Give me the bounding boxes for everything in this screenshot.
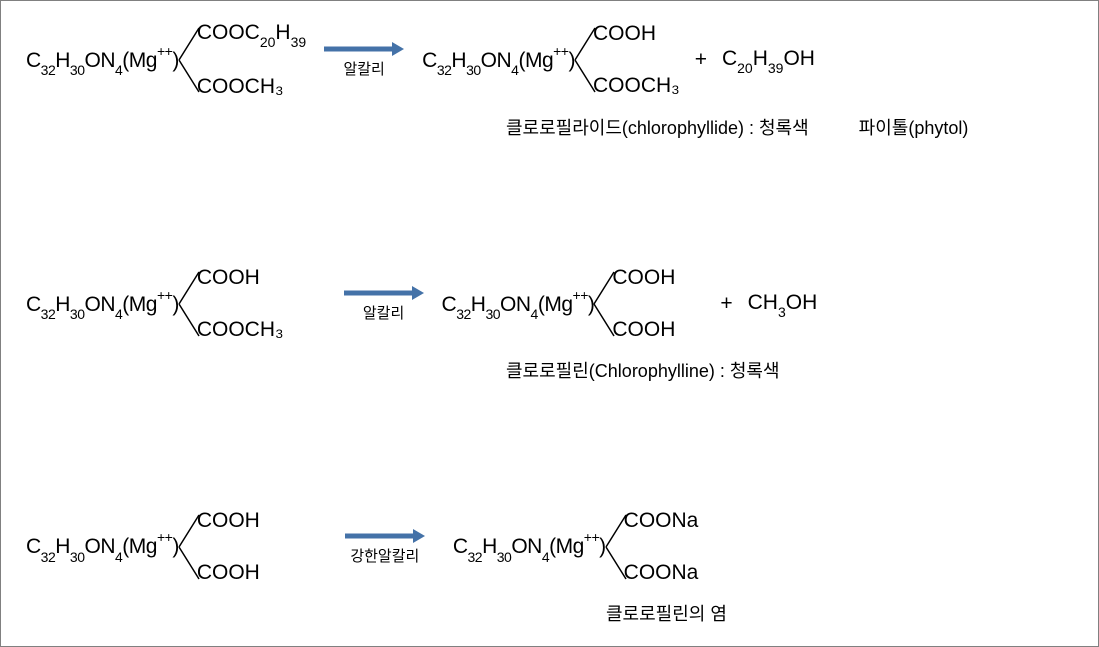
r1-product-branch2: COOCH₃ xyxy=(593,74,680,98)
reaction-2: C32H30ON4(Mg++) COOH COOCH₃ 알칼리 C32H30ON… xyxy=(26,266,1073,383)
r1-byproduct: C20H39OH xyxy=(722,47,815,73)
r1-product: C32H30ON4(Mg++) COOH COOCH₃ xyxy=(422,22,680,98)
arrow-icon xyxy=(324,42,404,56)
r3-product-branch2: COONa xyxy=(624,561,699,585)
r2-byproduct: CH3OH xyxy=(748,291,818,317)
r1-product-core: C32H30ON4(Mg++) xyxy=(422,46,575,75)
r1-product-bracket: COOH COOCH₃ xyxy=(573,22,680,98)
r2-product: C32H30ON4(Mg++) COOH COOH xyxy=(442,266,676,342)
r3-reactant-branch1: COOH xyxy=(197,509,260,533)
reaction-3-equation: C32H30ON4(Mg++) COOH COOH 강한알칼리 C32H30ON… xyxy=(26,509,1073,585)
r1-reactant-core: C32H30ON4(Mg++) xyxy=(26,46,179,75)
r1-reactant-branch2: COOCH₃ xyxy=(197,75,306,99)
r1-label-phytol: 파이톨(phytol) xyxy=(859,114,969,140)
r3-reactant: C32H30ON4(Mg++) COOH COOH xyxy=(26,509,260,585)
r3-labels: 클로로필린의 염 xyxy=(606,600,1073,626)
r2-reactant-core: C32H30ON4(Mg++) xyxy=(26,290,179,319)
r3-reactant-core: C32H30ON4(Mg++) xyxy=(26,532,179,561)
r3-reactant-branch2: COOH xyxy=(197,561,260,585)
r1-label-chlorophyllide: 클로로필라이드(chlorophyllide) : 청록색 xyxy=(506,114,809,140)
r2-reactant: C32H30ON4(Mg++) COOH COOCH₃ xyxy=(26,266,284,342)
r3-product: C32H30ON4(Mg++) COONa COONa xyxy=(453,509,699,585)
reaction-1-equation: C32H30ON4(Mg++) COOC20H39 COOCH₃ 알칼리 C32… xyxy=(26,21,1073,99)
reaction-3: C32H30ON4(Mg++) COOH COOH 강한알칼리 C32H30ON… xyxy=(26,509,1073,626)
reaction-2-equation: C32H30ON4(Mg++) COOH COOCH₃ 알칼리 C32H30ON… xyxy=(26,266,1073,342)
r1-arrow-label: 알칼리 xyxy=(343,58,384,79)
reaction-1: C32H30ON4(Mg++) COOC20H39 COOCH₃ 알칼리 C32… xyxy=(26,21,1073,140)
r2-product-branch1: COOH xyxy=(612,266,675,290)
r3-product-core: C32H30ON4(Mg++) xyxy=(453,532,606,561)
r2-arrow-label: 알칼리 xyxy=(363,302,404,323)
r1-product-branch1: COOH xyxy=(593,22,680,46)
r3-reactant-bracket: COOH COOH xyxy=(177,509,260,585)
r2-product-bracket: COOH COOH xyxy=(592,266,675,342)
r1-reactant-bracket: COOC20H39 COOCH₃ xyxy=(177,21,306,99)
r1-arrow: 알칼리 xyxy=(324,42,404,79)
r3-product-bracket: COONa COONa xyxy=(604,509,699,585)
plus-sign: + xyxy=(720,292,732,316)
r3-arrow: 강한알칼리 xyxy=(345,529,425,566)
r2-labels: 클로로필린(Chlorophylline) : 청록색 xyxy=(506,357,1073,383)
r2-label-chlorophylline: 클로로필린(Chlorophylline) : 청록색 xyxy=(506,357,780,383)
r2-arrow: 알칼리 xyxy=(344,286,424,323)
r3-arrow-label: 강한알칼리 xyxy=(350,545,419,566)
r3-label-salt: 클로로필린의 염 xyxy=(606,600,727,626)
r2-product-branch2: COOH xyxy=(612,318,675,342)
r2-reactant-branch2: COOCH₃ xyxy=(197,318,284,342)
r1-reactant-branch1: COOC20H39 xyxy=(197,21,306,47)
r3-product-branch1: COONa xyxy=(624,509,699,533)
r1-labels: 클로로필라이드(chlorophyllide) : 청록색 파이톨(phytol… xyxy=(506,114,1073,140)
arrow-icon xyxy=(344,286,424,300)
r2-reactant-branch1: COOH xyxy=(197,266,284,290)
r1-reactant: C32H30ON4(Mg++) COOC20H39 COOCH₃ xyxy=(26,21,306,99)
r2-reactant-bracket: COOH COOCH₃ xyxy=(177,266,284,342)
arrow-icon xyxy=(345,529,425,543)
r2-product-core: C32H30ON4(Mg++) xyxy=(442,290,595,319)
plus-sign: + xyxy=(695,48,707,72)
